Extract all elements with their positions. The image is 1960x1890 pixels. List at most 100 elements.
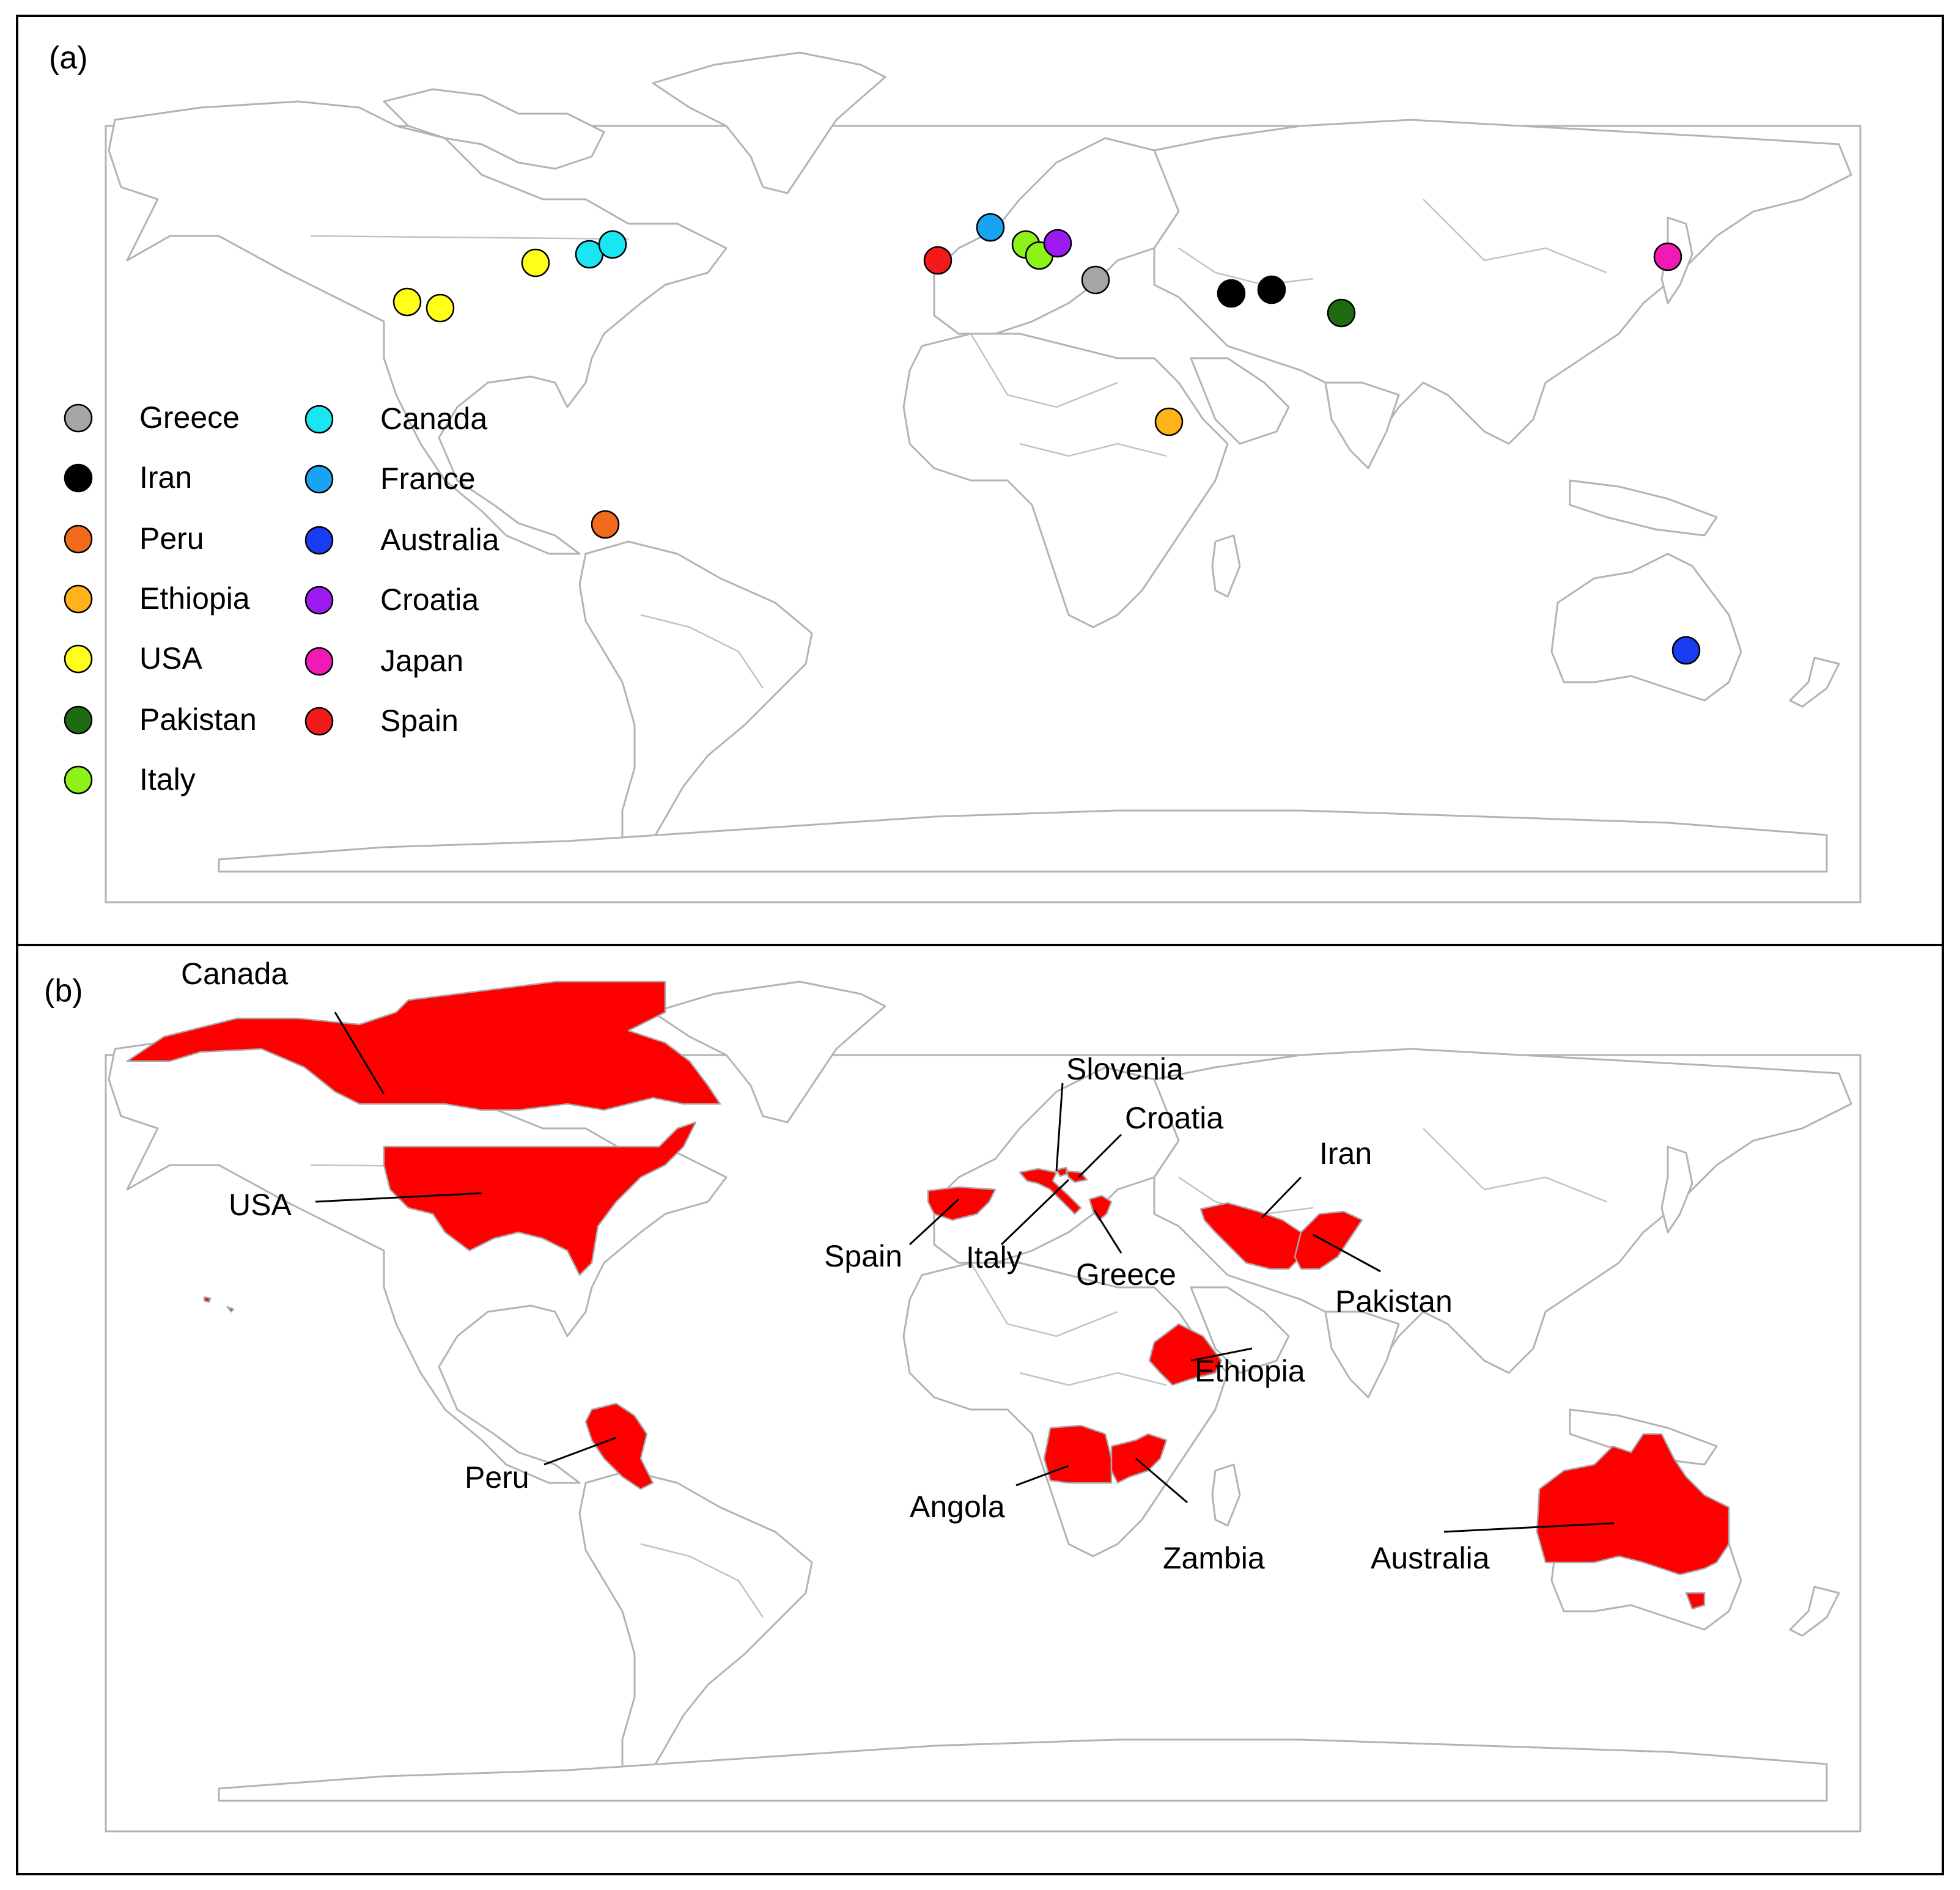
site-marker-iran: [1217, 279, 1246, 308]
legend-item-australia: Australia: [304, 523, 499, 557]
site-marker-australia: [1671, 636, 1701, 665]
leader-canada: [334, 1012, 385, 1095]
legend-swatch: [304, 647, 334, 676]
site-marker-ethiopia: [1154, 407, 1184, 436]
legend: Greece Iran Peru Ethiopia USA Pakistan: [64, 400, 499, 796]
world-basemap-a: [105, 51, 1862, 903]
legend-label: Australia: [380, 523, 499, 557]
legend-label: USA: [139, 641, 202, 675]
site-marker-france: [976, 213, 1005, 242]
leader-ethiopia: [1190, 1347, 1253, 1362]
country-australia-tasmania: [1685, 1592, 1706, 1610]
country-label-iran: Iran: [1319, 1136, 1372, 1171]
legend-label: Italy: [139, 762, 196, 796]
legend-swatch: [304, 465, 334, 494]
site-marker-canada: [598, 230, 627, 259]
country-label-zambia: Zambia: [1163, 1541, 1265, 1575]
legend-swatch: [64, 765, 93, 795]
country-greece: [1088, 1194, 1113, 1221]
site-marker-usa: [426, 293, 455, 323]
legend-swatch: [304, 707, 334, 736]
leader-pakistan: [1313, 1234, 1381, 1273]
country-label-australia: Australia: [1371, 1541, 1490, 1575]
legend-label: France: [380, 461, 476, 496]
legend-label: Japan: [380, 644, 463, 678]
legend-label: Greece: [139, 400, 240, 435]
country-zambia: [1110, 1433, 1168, 1484]
legend-swatch: [64, 644, 93, 674]
panel-a-label: (a): [49, 40, 88, 76]
leader-lines: [315, 1012, 1615, 1533]
legend-label: Peru: [139, 521, 204, 556]
country-label-ethiopia: Ethiopia: [1195, 1354, 1305, 1388]
leader-angola: [1015, 1465, 1069, 1487]
country-label-greece: Greece: [1076, 1257, 1176, 1292]
country-label-croatia: Croatia: [1125, 1101, 1223, 1135]
leader-zambia: [1135, 1457, 1188, 1504]
country-label-usa: USA: [229, 1188, 292, 1222]
panel-b: (b): [16, 944, 1944, 1875]
site-marker-peru: [591, 510, 620, 539]
legend-swatch: [304, 526, 334, 555]
legend-swatch: [304, 586, 334, 615]
panel-b-frame: [16, 944, 1944, 1875]
country-australia: [1536, 1433, 1730, 1576]
legend-label: Canada: [380, 402, 487, 436]
country-label-italy: Italy: [966, 1240, 1022, 1274]
country-labels: Canada USA Slovenia Croatia Iran Spain I…: [181, 957, 1490, 1575]
country-label-peru: Peru: [465, 1460, 529, 1495]
legend-label: Spain: [380, 704, 459, 738]
country-label-angola: Angola: [910, 1490, 1005, 1524]
country-italy: [1019, 1167, 1082, 1215]
legend-item-ethiopia: Ethiopia: [64, 581, 250, 616]
legend-label: Croatia: [380, 583, 479, 617]
site-marker-pakistan: [1327, 298, 1356, 328]
site-marker-iran: [1257, 275, 1286, 304]
legend-item-peru: Peru: [64, 521, 204, 556]
leader-spain: [908, 1198, 960, 1246]
country-canada: [126, 980, 721, 1111]
leader-iran: [1261, 1176, 1302, 1219]
country-peru: [584, 1402, 654, 1490]
leader-australia: [1443, 1522, 1615, 1533]
legend-item-pakistan: Pakistan: [64, 702, 257, 737]
country-usa-hawaii: [203, 1296, 235, 1313]
country-angola: [1043, 1424, 1113, 1484]
panel-b-label: (b): [44, 973, 83, 1009]
leader-croatia: [1077, 1133, 1122, 1178]
legend-label: Pakistan: [139, 702, 257, 737]
site-markers: [392, 213, 1701, 665]
legend-item-spain: Spain: [304, 704, 459, 738]
legend-swatch: [64, 524, 93, 554]
world-basemap-b: [105, 980, 1862, 1833]
country-iran: [1199, 1202, 1302, 1270]
legend-label: Iran: [139, 460, 192, 495]
country-label-pakistan: Pakistan: [1335, 1284, 1453, 1318]
leader-peru: [543, 1436, 617, 1466]
site-marker-usa: [392, 287, 422, 317]
leader-usa: [315, 1192, 482, 1203]
legend-item-usa: USA: [64, 641, 202, 675]
leader-slovenia: [1055, 1083, 1064, 1172]
country-label-canada: Canada: [181, 957, 288, 991]
legend-item-france: France: [304, 461, 476, 496]
legend-item-italy: Italy: [64, 762, 196, 796]
legend-swatch: [304, 405, 334, 434]
legend-swatch: [64, 403, 93, 433]
leader-greece: [1093, 1210, 1122, 1254]
country-label-spain: Spain: [824, 1239, 902, 1273]
legend-item-greece: Greece: [64, 400, 240, 435]
legend-item-iran: Iran: [64, 460, 192, 495]
site-marker-spain: [923, 246, 952, 275]
panel-a: (a) Greece: [16, 15, 1944, 946]
country-ethiopia: [1148, 1323, 1223, 1386]
leader-italy: [1000, 1178, 1070, 1246]
legend-item-canada: Canada: [304, 402, 487, 436]
site-marker-greece: [1081, 265, 1110, 295]
legend-item-croatia: Croatia: [304, 583, 479, 617]
country-pakistan: [1294, 1210, 1363, 1270]
site-marker-japan: [1653, 242, 1682, 271]
highlighted-countries: [126, 980, 1730, 1610]
legend-label: Ethiopia: [139, 581, 250, 616]
